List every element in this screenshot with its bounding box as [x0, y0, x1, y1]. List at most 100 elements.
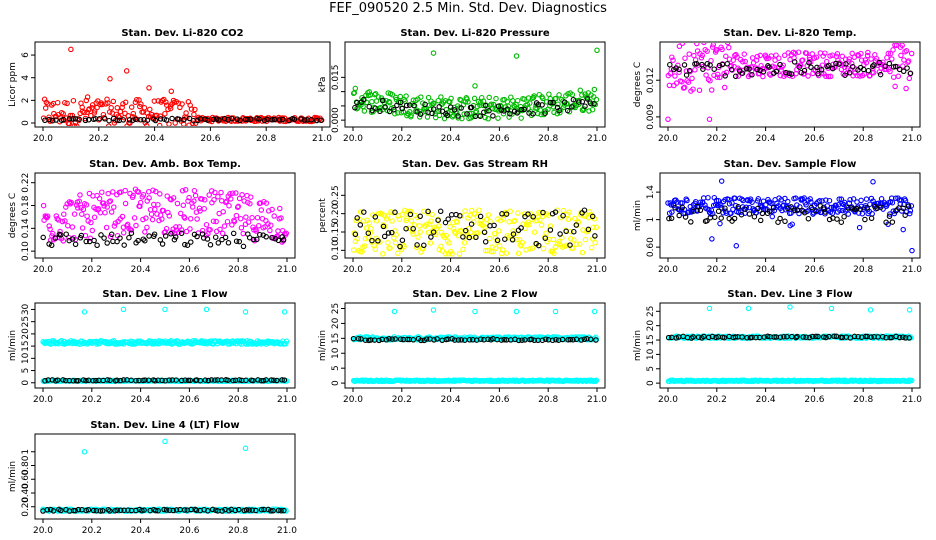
- data-point: [766, 64, 773, 70]
- data-point: [133, 96, 140, 103]
- data-point: [822, 50, 828, 56]
- data-point: [404, 208, 411, 215]
- x-tick-label: 20.2: [89, 134, 109, 144]
- y-tick-label: 0: [21, 380, 31, 386]
- data-point: [352, 104, 358, 111]
- x-tick-label: 20.6: [179, 395, 199, 405]
- data-point: [809, 333, 816, 340]
- data-point: [706, 206, 712, 213]
- data-point: [703, 72, 709, 78]
- data-point: [420, 246, 426, 252]
- data-point: [417, 213, 423, 220]
- data-point: [769, 213, 776, 220]
- data-point: [491, 102, 497, 108]
- data-point: [164, 193, 170, 199]
- data-point: [40, 202, 47, 209]
- data-point: [74, 123, 80, 126]
- data-point: [694, 43, 700, 47]
- x-tick-label: 20.4: [145, 134, 165, 144]
- data-point: [690, 86, 696, 92]
- y-tick-label: 0.20: [21, 496, 31, 516]
- outlier-point: [281, 309, 288, 315]
- data-point: [40, 234, 46, 241]
- y-tick-label: 0.10: [331, 240, 341, 260]
- x-tick-label: 20.4: [756, 265, 776, 275]
- outlier-point: [242, 445, 249, 452]
- data-point: [147, 507, 153, 514]
- data-point: [249, 214, 255, 221]
- y-tick-label: 0.20: [331, 203, 341, 223]
- data-point: [107, 198, 114, 204]
- data-point: [900, 334, 906, 340]
- data-point: [169, 115, 175, 122]
- data-point: [854, 72, 860, 79]
- plot-frame: [34, 433, 296, 520]
- data-point: [75, 377, 81, 384]
- data-point: [870, 69, 877, 76]
- data-point: [163, 117, 170, 123]
- x-tick-label: 20.0: [658, 134, 678, 144]
- data-point: [354, 215, 360, 221]
- data-point: [132, 116, 139, 123]
- data-point: [717, 202, 724, 208]
- outlier-point: [242, 309, 249, 315]
- data-point: [451, 337, 458, 343]
- data-point: [505, 103, 512, 110]
- data-point: [800, 334, 806, 340]
- data-point: [156, 122, 163, 126]
- outlier-point: [162, 306, 168, 313]
- data-point: [128, 227, 135, 233]
- data-point: [78, 232, 85, 239]
- data-point: [173, 507, 180, 513]
- plot-frame: [344, 302, 606, 389]
- data-point: [801, 209, 808, 216]
- data-point: [392, 240, 399, 246]
- data-point: [686, 51, 692, 57]
- data-point: [559, 336, 566, 343]
- y-axis-label: ml/min: [318, 330, 328, 361]
- y-tick-label: 0.40: [21, 483, 31, 503]
- data-point: [385, 230, 392, 236]
- data-point: [788, 71, 795, 77]
- data-point: [704, 48, 710, 54]
- data-point: [103, 224, 110, 231]
- x-tick-label: 20.4: [441, 395, 461, 405]
- data-point: [735, 73, 742, 79]
- data-point: [279, 234, 285, 240]
- data-point: [579, 98, 586, 105]
- series-points: [350, 207, 600, 257]
- data-point: [462, 227, 469, 234]
- data-point: [547, 227, 554, 233]
- data-point: [133, 377, 139, 384]
- data-point: [93, 377, 99, 384]
- data-point: [69, 236, 76, 242]
- data-point: [192, 106, 198, 113]
- data-point: [135, 237, 141, 244]
- data-point: [701, 43, 707, 46]
- data-point: [389, 229, 395, 236]
- data-point: [102, 209, 108, 216]
- data-point: [140, 377, 146, 384]
- data-point: [63, 204, 69, 210]
- data-point: [497, 217, 504, 224]
- data-point: [80, 377, 87, 383]
- outlier-point: [107, 76, 113, 82]
- data-point: [246, 507, 252, 513]
- data-point: [47, 506, 54, 513]
- data-point: [403, 102, 410, 109]
- data-point: [226, 202, 232, 209]
- data-point: [363, 225, 370, 231]
- data-point: [543, 99, 550, 105]
- data-point: [423, 221, 430, 228]
- x-tick-label: 20.2: [82, 265, 102, 275]
- data-point: [142, 229, 148, 235]
- data-point: [237, 215, 244, 222]
- data-point: [363, 99, 370, 106]
- data-point: [202, 377, 209, 383]
- data-point: [780, 202, 787, 208]
- data-point: [222, 234, 229, 241]
- x-tick-label: 20.0: [343, 265, 363, 275]
- data-point: [900, 63, 906, 69]
- data-point: [105, 100, 111, 106]
- data-point: [515, 250, 522, 257]
